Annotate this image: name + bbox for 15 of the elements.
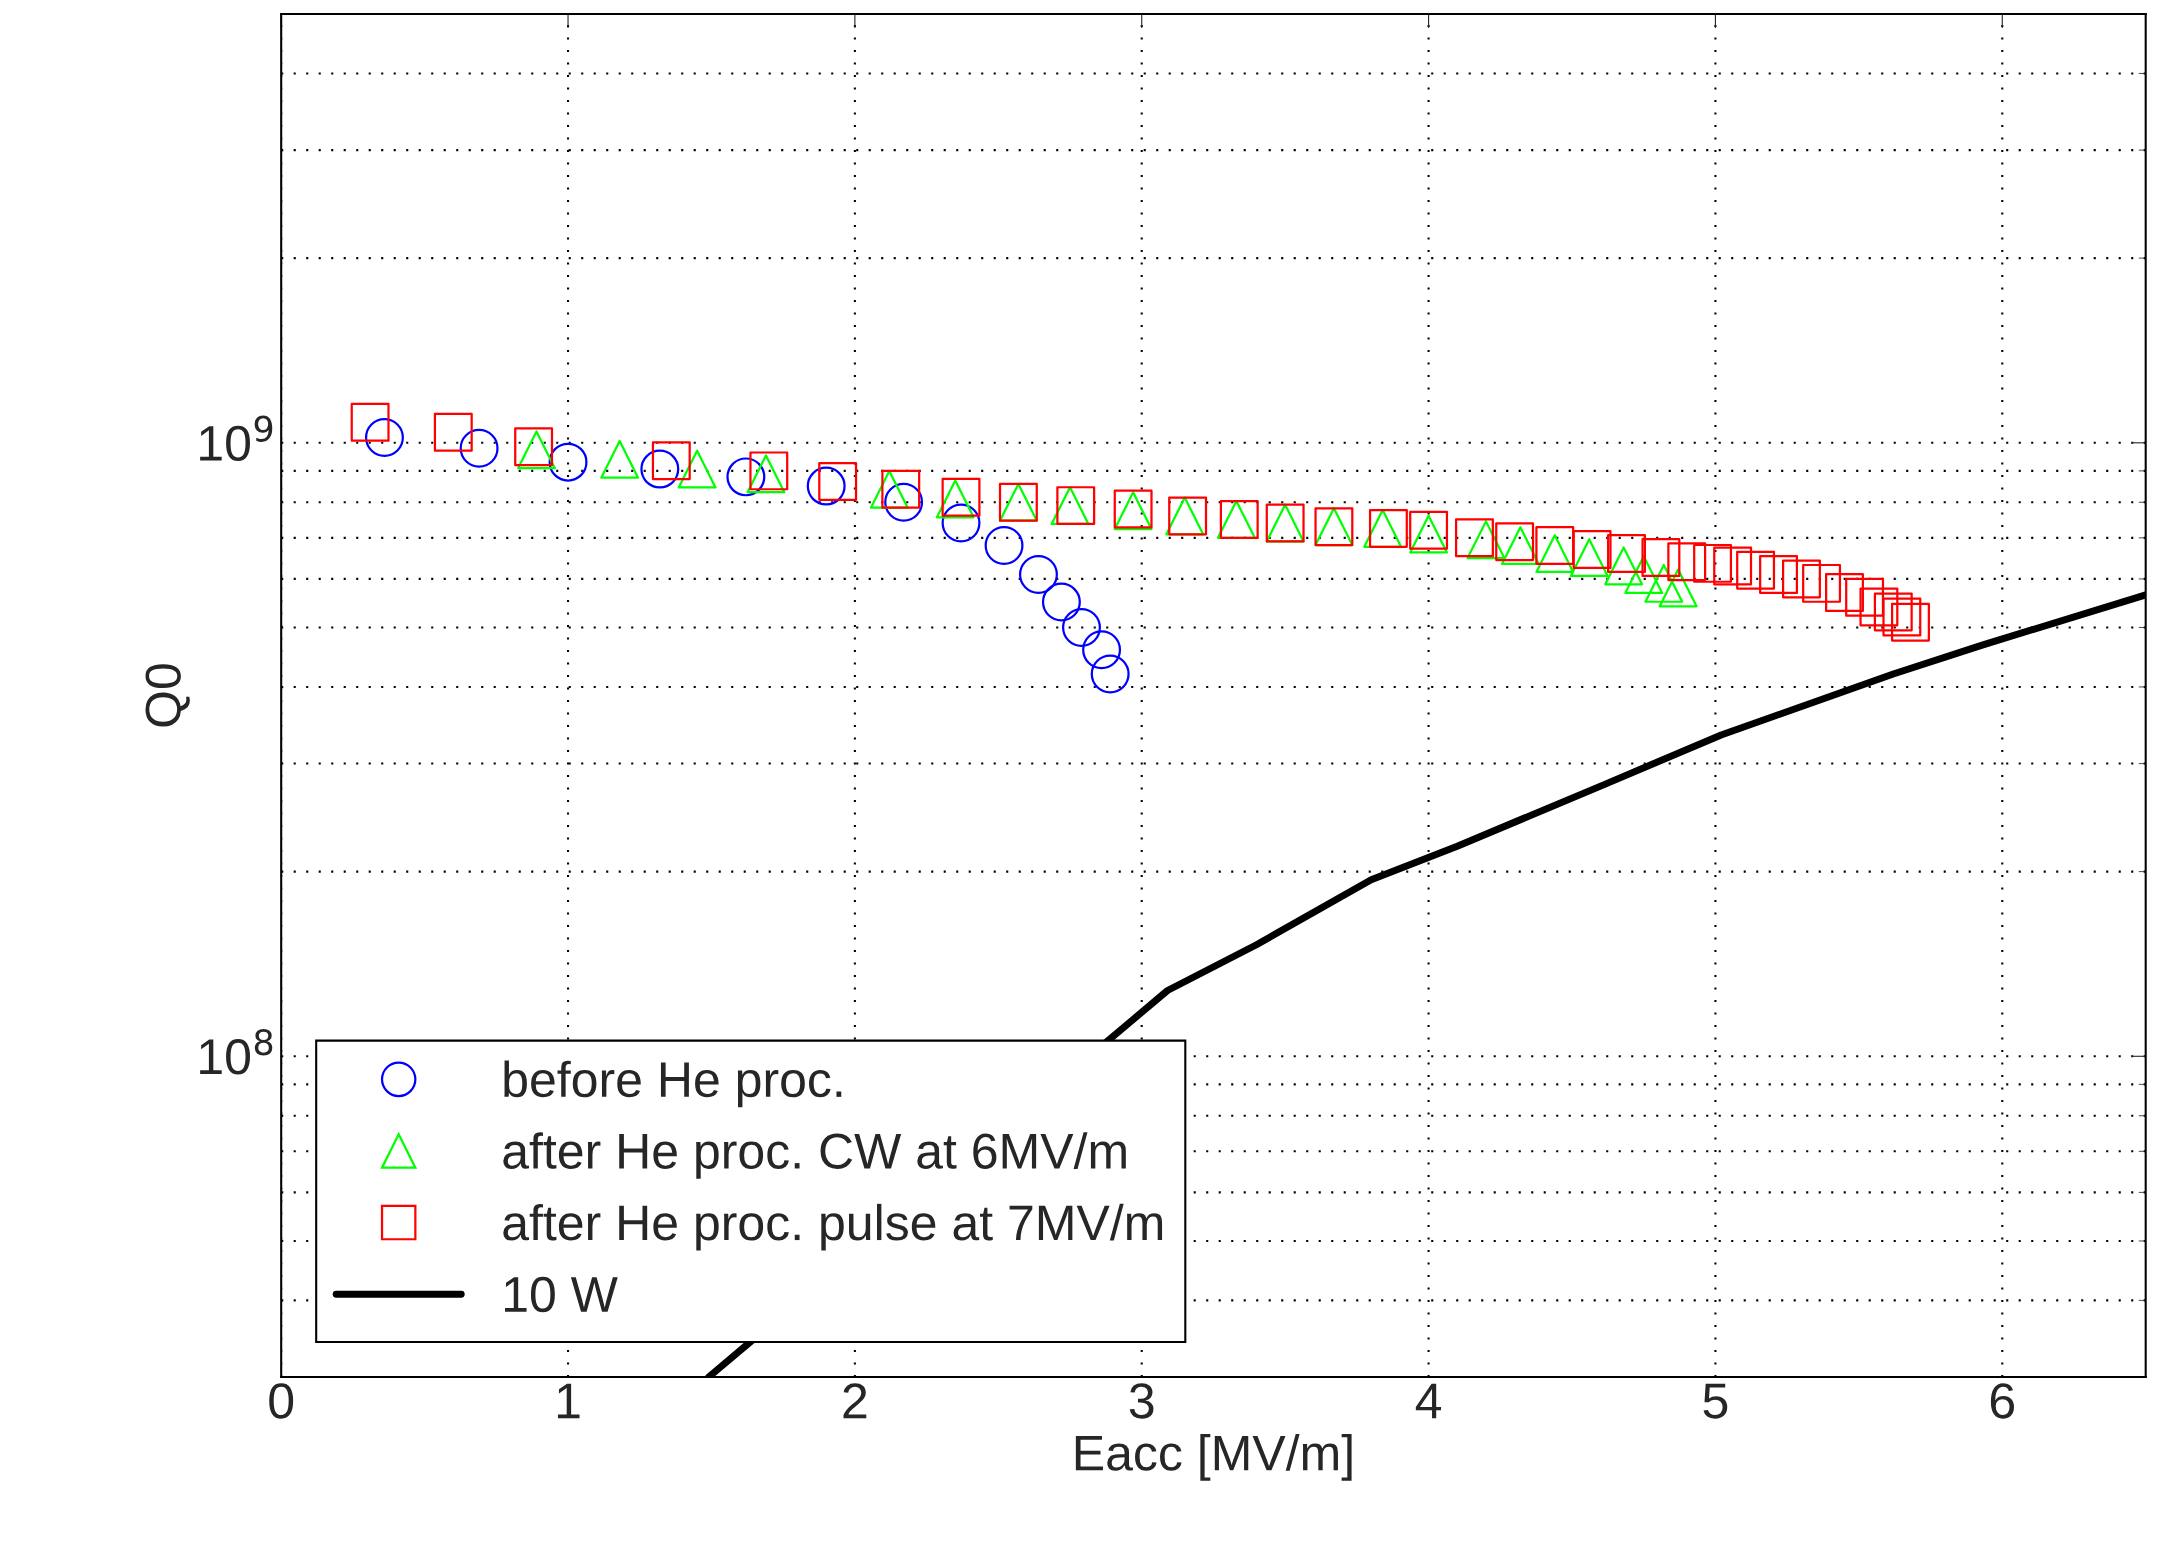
x-tick-label: 2 [843, 1383, 867, 1419]
x-tick-label: 0 [269, 1383, 294, 1419]
y-tick-label: 10$^{8}$ [200, 1028, 273, 1075]
legend-label: after He proc. CW at 6MV/m [503, 1132, 1126, 1179]
x-tick-label: 4 [1415, 1383, 1442, 1419]
x-axis-title: Eacc [MV/m] [1075, 1434, 1352, 1481]
x-tick-label: 6 [1990, 1383, 2014, 1419]
legend-label: after He proc. pulse at 7MV/m [503, 1203, 1163, 1251]
y-tick-label: 10$^{9}$ [200, 415, 273, 462]
x-tick-label: 3 [1129, 1383, 1154, 1419]
legend-label: before He proc. [504, 1060, 842, 1108]
y-axis-title: Q0 [145, 664, 190, 727]
x-tick-label: 1 [557, 1383, 580, 1419]
legend-label: 10 W [505, 1276, 618, 1313]
x-tick-label: 5 [1703, 1383, 1728, 1419]
